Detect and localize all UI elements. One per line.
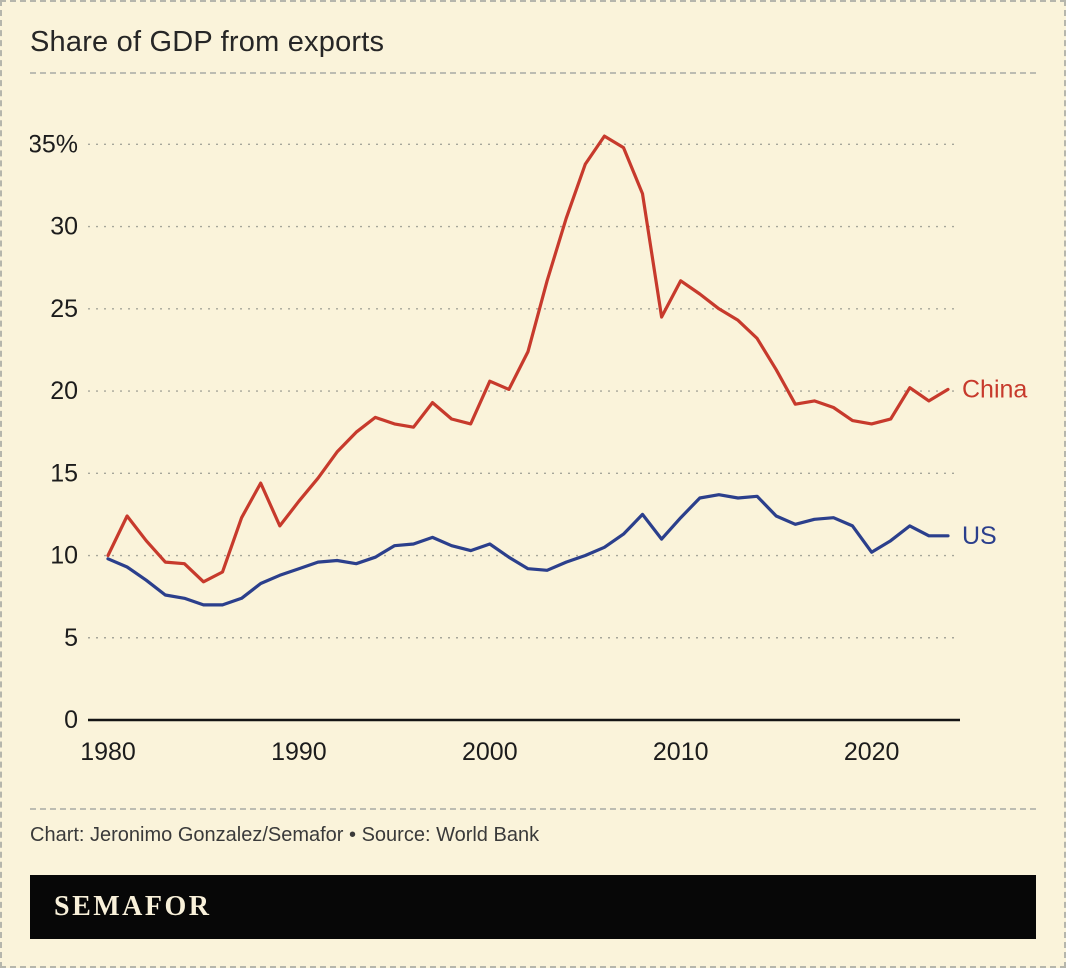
x-tick-label: 2000 [462, 738, 518, 766]
us-series-label: US [962, 522, 997, 550]
chart-credit: Chart: Jeronimo Gonzalez/Semafor • Sourc… [30, 824, 540, 846]
semafor-logo: SEMAFOR [54, 891, 212, 922]
y-tick-label: 25 [50, 295, 78, 323]
chart-area: 0 5 10 15 20 25 30 35% 1980 1990 2000 2010 2020 China… [30, 80, 1036, 780]
y-tick-label: 35% [30, 130, 78, 158]
x-tick-label: 1980 [80, 738, 136, 766]
y-tick-label: 0 [64, 706, 78, 734]
y-tick-label: 15 [50, 459, 78, 487]
us-line-series [106, 493, 950, 607]
separator-top [30, 72, 1036, 74]
x-tick-label: 2020 [844, 738, 900, 766]
y-tick-label: 20 [50, 377, 78, 405]
y-tick-label: 5 [64, 624, 78, 652]
x-tick-label: 2010 [653, 738, 709, 766]
china-series-label: China [962, 375, 1027, 403]
china-line-series [106, 134, 950, 584]
separator-bottom [30, 808, 1036, 810]
x-tick-label: 1990 [271, 738, 327, 766]
y-tick-label: 10 [50, 542, 78, 570]
chart-title: Share of GDP from exports [30, 26, 385, 58]
y-tick-label: 30 [50, 213, 78, 241]
logo-bar: SEMAFOR [30, 875, 1036, 939]
line-chart: 0 5 10 15 20 25 30 35% 1980 1990 2000 2010 2020 China… [30, 130, 1027, 766]
